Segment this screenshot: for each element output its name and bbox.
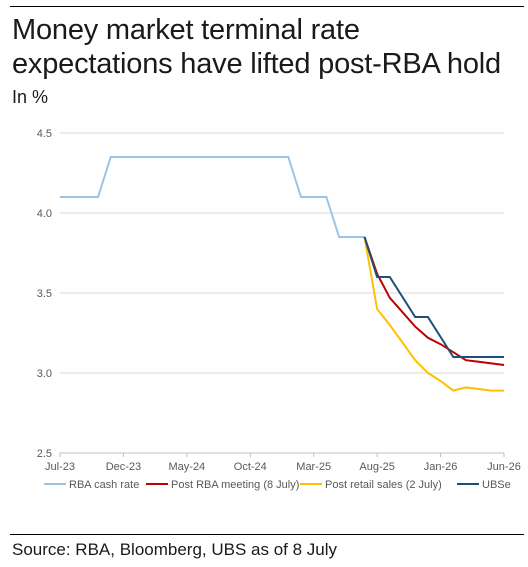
- x-tick-label: Mar-25: [296, 461, 331, 473]
- x-tick-label: Dec-23: [106, 461, 141, 473]
- y-tick-label: 3.0: [37, 368, 52, 380]
- chart-subtitle: In %: [12, 87, 49, 107]
- x-tick-label: May-24: [169, 461, 206, 473]
- x-tick-label: Aug-25: [359, 461, 394, 473]
- y-tick-label: 4.5: [37, 128, 52, 140]
- series-line-4: [363, 236, 504, 358]
- legend-label: Post RBA meeting (8 July): [171, 479, 299, 491]
- y-tick-label: 4.0: [37, 208, 52, 220]
- bottom-rule: [10, 534, 524, 535]
- y-tick-label: 3.5: [37, 288, 52, 300]
- line-chart: 2.5 3.0 3.5 4.0 4.5 Jul-23 Dec-23 May-24 Oct-24 M…: [37, 128, 521, 491]
- x-tick-label: Jul-23: [45, 461, 75, 473]
- legend-label: RBA cash rate: [69, 479, 139, 491]
- series-line-1: [60, 156, 365, 238]
- x-tick-label: Jan-26: [424, 461, 458, 473]
- legend-label: UBSe: [482, 479, 511, 491]
- top-rule: [10, 6, 524, 7]
- chart-title-line-2: expectations have lifted post-RBA hold: [12, 48, 501, 80]
- x-tick-label: Oct-24: [234, 461, 267, 473]
- legend-label: Post retail sales (2 July): [325, 479, 442, 491]
- chart-title: Money market terminal rate expectations …: [12, 13, 524, 81]
- chart-title-line-1: Money market terminal rate: [12, 14, 360, 46]
- y-tick-label: 2.5: [37, 448, 52, 460]
- source-note: Source: RBA, Bloomberg, UBS as of 8 July: [12, 540, 338, 559]
- series-line-2: [363, 236, 505, 366]
- x-tick-label: Jun-26: [487, 461, 521, 473]
- series-line-3: [363, 236, 504, 392]
